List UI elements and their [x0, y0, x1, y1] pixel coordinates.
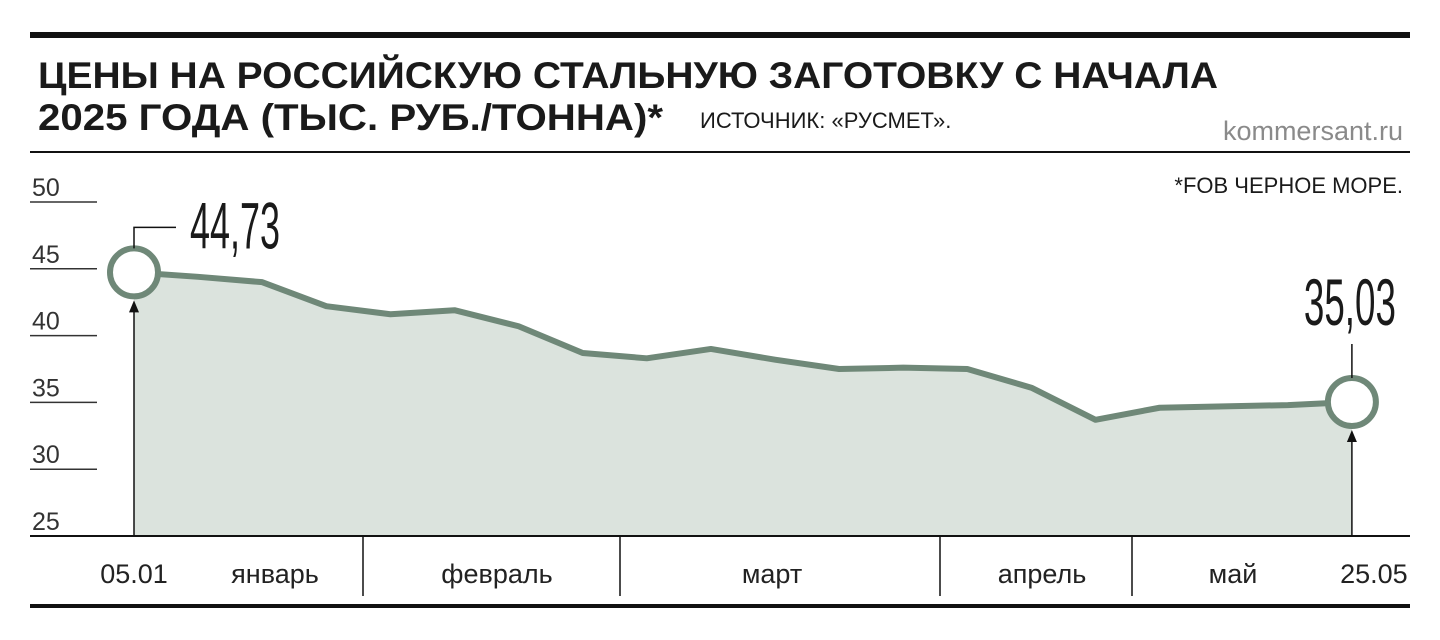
value-label: 44,73 — [190, 188, 280, 262]
highlight-point — [107, 245, 161, 300]
month-label: январь — [231, 559, 319, 589]
chart-title: ЦЕНЫ НА РОССИЙСКУЮ СТАЛЬНУЮ ЗАГОТОВКУ С … — [38, 54, 1218, 96]
arrow-head — [129, 300, 139, 313]
chart-title: 2025 ГОДА (ТЫС. РУБ./ТОННА)* — [38, 97, 664, 138]
x-axis — [30, 535, 1410, 537]
line — [133, 269, 1353, 423]
month-label: март — [742, 559, 802, 589]
value-label: 35,03 — [1304, 265, 1396, 339]
top-rule — [30, 32, 1410, 38]
arrow-head — [1346, 429, 1357, 442]
x-tick-label: 25.05 — [1340, 559, 1408, 589]
y-tick-label: 45 — [32, 241, 60, 269]
site: kommersant.ru — [1223, 116, 1403, 146]
y-tick-label: 50 — [32, 174, 60, 202]
footnote: *FOB ЧЕРНОЕ МОРЕ. — [1174, 173, 1403, 198]
leader-line — [133, 226, 176, 249]
month-label: май — [1209, 559, 1258, 589]
highlight-point — [1324, 374, 1379, 429]
header-rule — [30, 151, 1410, 153]
month-label: апрель — [998, 559, 1087, 589]
area — [134, 272, 1352, 536]
y-tick-label: 40 — [32, 308, 60, 336]
y-tick-label: 35 — [32, 374, 60, 402]
month-label: февраль — [441, 559, 552, 589]
source: ИСТОЧНИК: «РУСМЕТ». — [700, 108, 951, 133]
y-tick-label: 30 — [32, 441, 60, 469]
bottom-rule — [30, 604, 1410, 608]
x-tick-label: 05.01 — [100, 559, 168, 589]
y-tick-label: 25 — [32, 508, 60, 536]
